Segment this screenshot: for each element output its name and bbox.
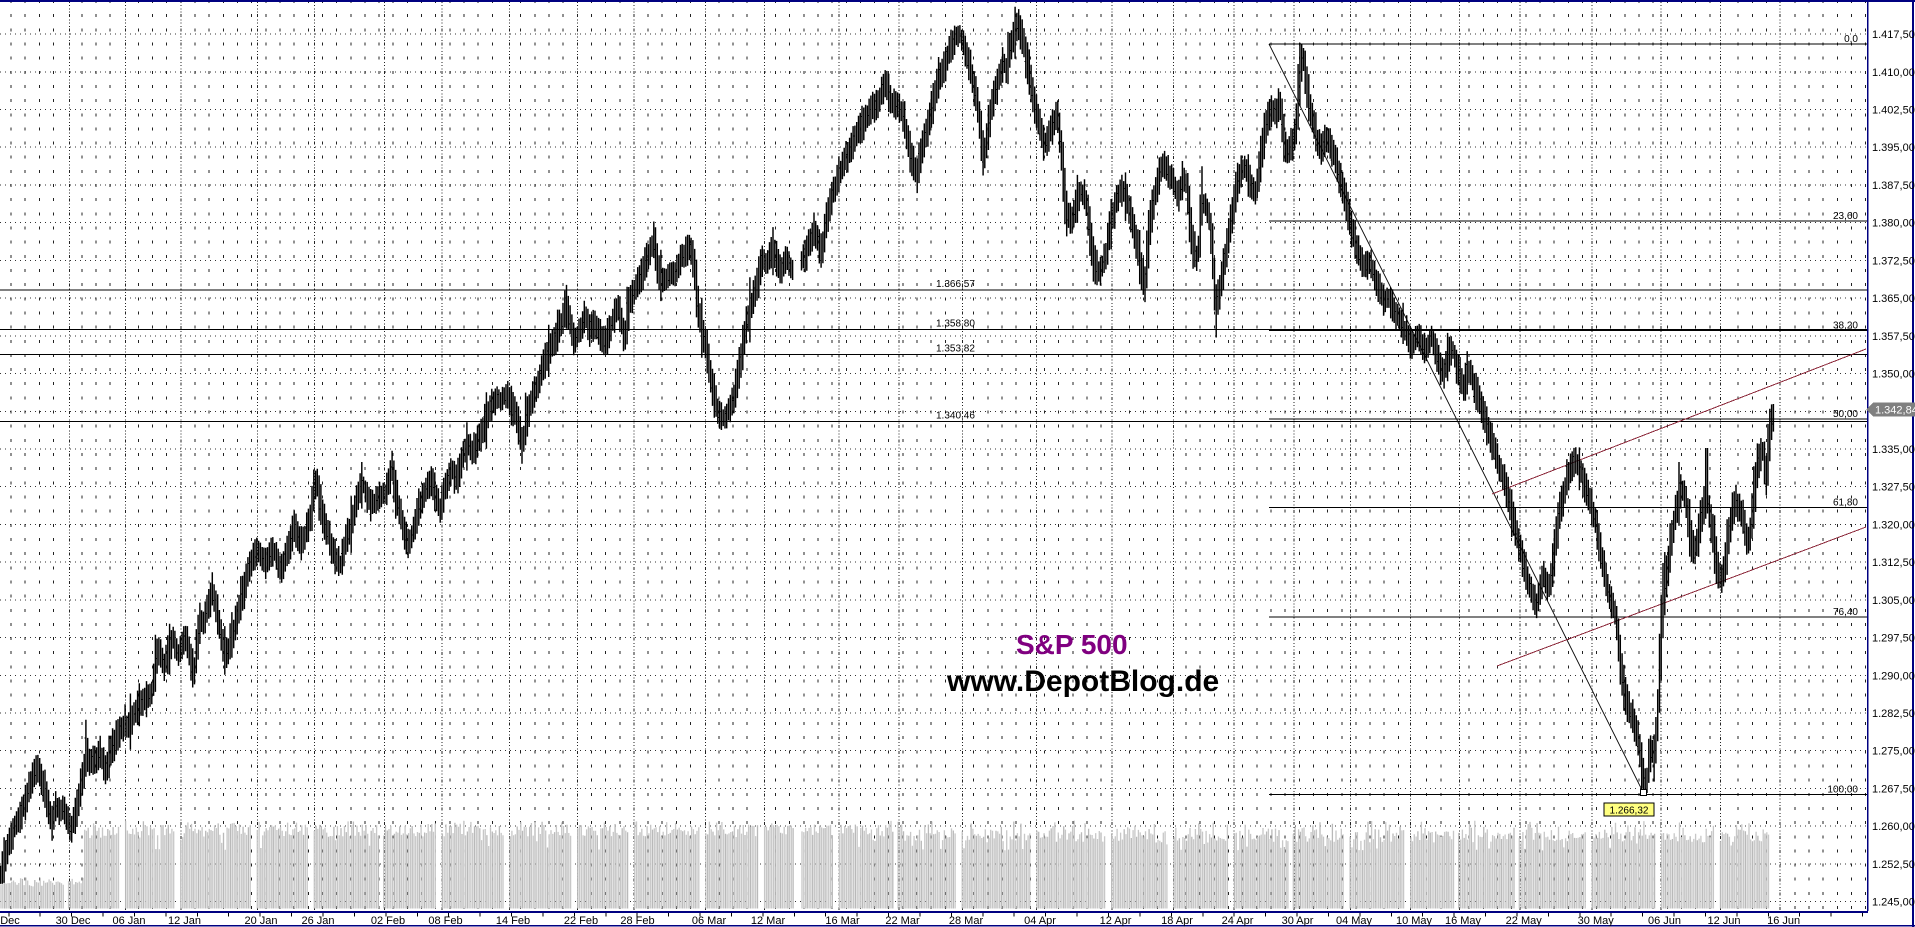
svg-text:08 Feb: 08 Feb bbox=[428, 915, 462, 927]
svg-text:16 May: 16 May bbox=[1445, 915, 1482, 927]
svg-text:1.245,00: 1.245,00 bbox=[1872, 897, 1915, 909]
svg-text:1.320,00: 1.320,00 bbox=[1872, 519, 1915, 531]
svg-text:1.365,00: 1.365,00 bbox=[1872, 293, 1915, 305]
svg-text:14 Feb: 14 Feb bbox=[496, 915, 530, 927]
svg-text:1.372,50: 1.372,50 bbox=[1872, 255, 1915, 267]
svg-text:0,0: 0,0 bbox=[1844, 34, 1858, 45]
svg-text:22 Feb: 22 Feb bbox=[564, 915, 598, 927]
svg-text:30 Dec: 30 Dec bbox=[56, 915, 91, 927]
svg-text:1.395,00: 1.395,00 bbox=[1872, 142, 1915, 154]
svg-text:1.327,50: 1.327,50 bbox=[1872, 482, 1915, 494]
svg-text:1.275,00: 1.275,00 bbox=[1872, 746, 1915, 758]
svg-text:S&P 500: S&P 500 bbox=[1016, 629, 1128, 660]
svg-text:1.402,50: 1.402,50 bbox=[1872, 105, 1915, 117]
svg-text:16 Jun: 16 Jun bbox=[1767, 915, 1800, 927]
svg-text:26 Jan: 26 Jan bbox=[301, 915, 334, 927]
svg-text:12 Jun: 12 Jun bbox=[1707, 915, 1740, 927]
svg-text:1.305,00: 1.305,00 bbox=[1872, 595, 1915, 607]
svg-text:1.380,00: 1.380,00 bbox=[1872, 218, 1915, 230]
svg-text:12 Mar: 12 Mar bbox=[751, 915, 786, 927]
svg-text:1.282,50: 1.282,50 bbox=[1872, 708, 1915, 720]
svg-text:1.290,00: 1.290,00 bbox=[1872, 670, 1915, 682]
svg-text:1.350,00: 1.350,00 bbox=[1872, 369, 1915, 381]
svg-text:1.410,00: 1.410,00 bbox=[1872, 67, 1915, 79]
svg-text:100,00: 100,00 bbox=[1827, 784, 1858, 795]
svg-text:06 Jan: 06 Jan bbox=[112, 915, 145, 927]
svg-text:02 Feb: 02 Feb bbox=[371, 915, 405, 927]
svg-text:1.358,80: 1.358,80 bbox=[936, 318, 975, 329]
svg-text:12 Apr: 12 Apr bbox=[1100, 915, 1132, 927]
svg-text:16 Mar: 16 Mar bbox=[825, 915, 860, 927]
svg-text:50,00: 50,00 bbox=[1833, 409, 1858, 420]
svg-text:1.417,50: 1.417,50 bbox=[1872, 29, 1915, 41]
svg-text:30 Apr: 30 Apr bbox=[1282, 915, 1314, 927]
svg-text:1.342,84: 1.342,84 bbox=[1875, 405, 1915, 417]
svg-text:22 May: 22 May bbox=[1506, 915, 1543, 927]
svg-text:1.312,50: 1.312,50 bbox=[1872, 557, 1915, 569]
svg-text:10 May: 10 May bbox=[1396, 915, 1433, 927]
svg-text:38,20: 38,20 bbox=[1833, 321, 1858, 332]
svg-text:30 May: 30 May bbox=[1578, 915, 1615, 927]
svg-text:Dec: Dec bbox=[0, 915, 20, 927]
svg-text:1.366,57: 1.366,57 bbox=[936, 279, 975, 290]
svg-text:1.335,00: 1.335,00 bbox=[1872, 444, 1915, 456]
svg-text:18 Apr: 18 Apr bbox=[1161, 915, 1193, 927]
svg-text:1.353,82: 1.353,82 bbox=[936, 343, 975, 354]
svg-text:1.260,00: 1.260,00 bbox=[1872, 821, 1915, 833]
svg-text:1.252,50: 1.252,50 bbox=[1872, 859, 1915, 871]
svg-text:04 May: 04 May bbox=[1336, 915, 1373, 927]
svg-text:28 Feb: 28 Feb bbox=[620, 915, 654, 927]
svg-text:06 Mar: 06 Mar bbox=[692, 915, 727, 927]
svg-text:20 Jan: 20 Jan bbox=[244, 915, 277, 927]
svg-text:04 Apr: 04 Apr bbox=[1024, 915, 1056, 927]
svg-text:23,60: 23,60 bbox=[1833, 211, 1858, 222]
svg-text:1.357,50: 1.357,50 bbox=[1872, 331, 1915, 343]
svg-text:61,80: 61,80 bbox=[1833, 498, 1858, 509]
svg-text:28 Mar: 28 Mar bbox=[949, 915, 984, 927]
svg-text:www.DepotBlog.de: www.DepotBlog.de bbox=[946, 665, 1219, 698]
svg-text:1.267,50: 1.267,50 bbox=[1872, 783, 1915, 795]
svg-text:24 Apr: 24 Apr bbox=[1222, 915, 1254, 927]
svg-text:1.297,50: 1.297,50 bbox=[1872, 633, 1915, 645]
svg-text:12 Jan: 12 Jan bbox=[168, 915, 201, 927]
svg-text:22 Mar: 22 Mar bbox=[885, 915, 920, 927]
svg-text:76,40: 76,40 bbox=[1833, 607, 1858, 618]
svg-text:1.340,46: 1.340,46 bbox=[936, 411, 975, 422]
svg-text:1.387,50: 1.387,50 bbox=[1872, 180, 1915, 192]
svg-text:1.266,32: 1.266,32 bbox=[1610, 806, 1649, 817]
svg-text:06 Jun: 06 Jun bbox=[1648, 915, 1681, 927]
